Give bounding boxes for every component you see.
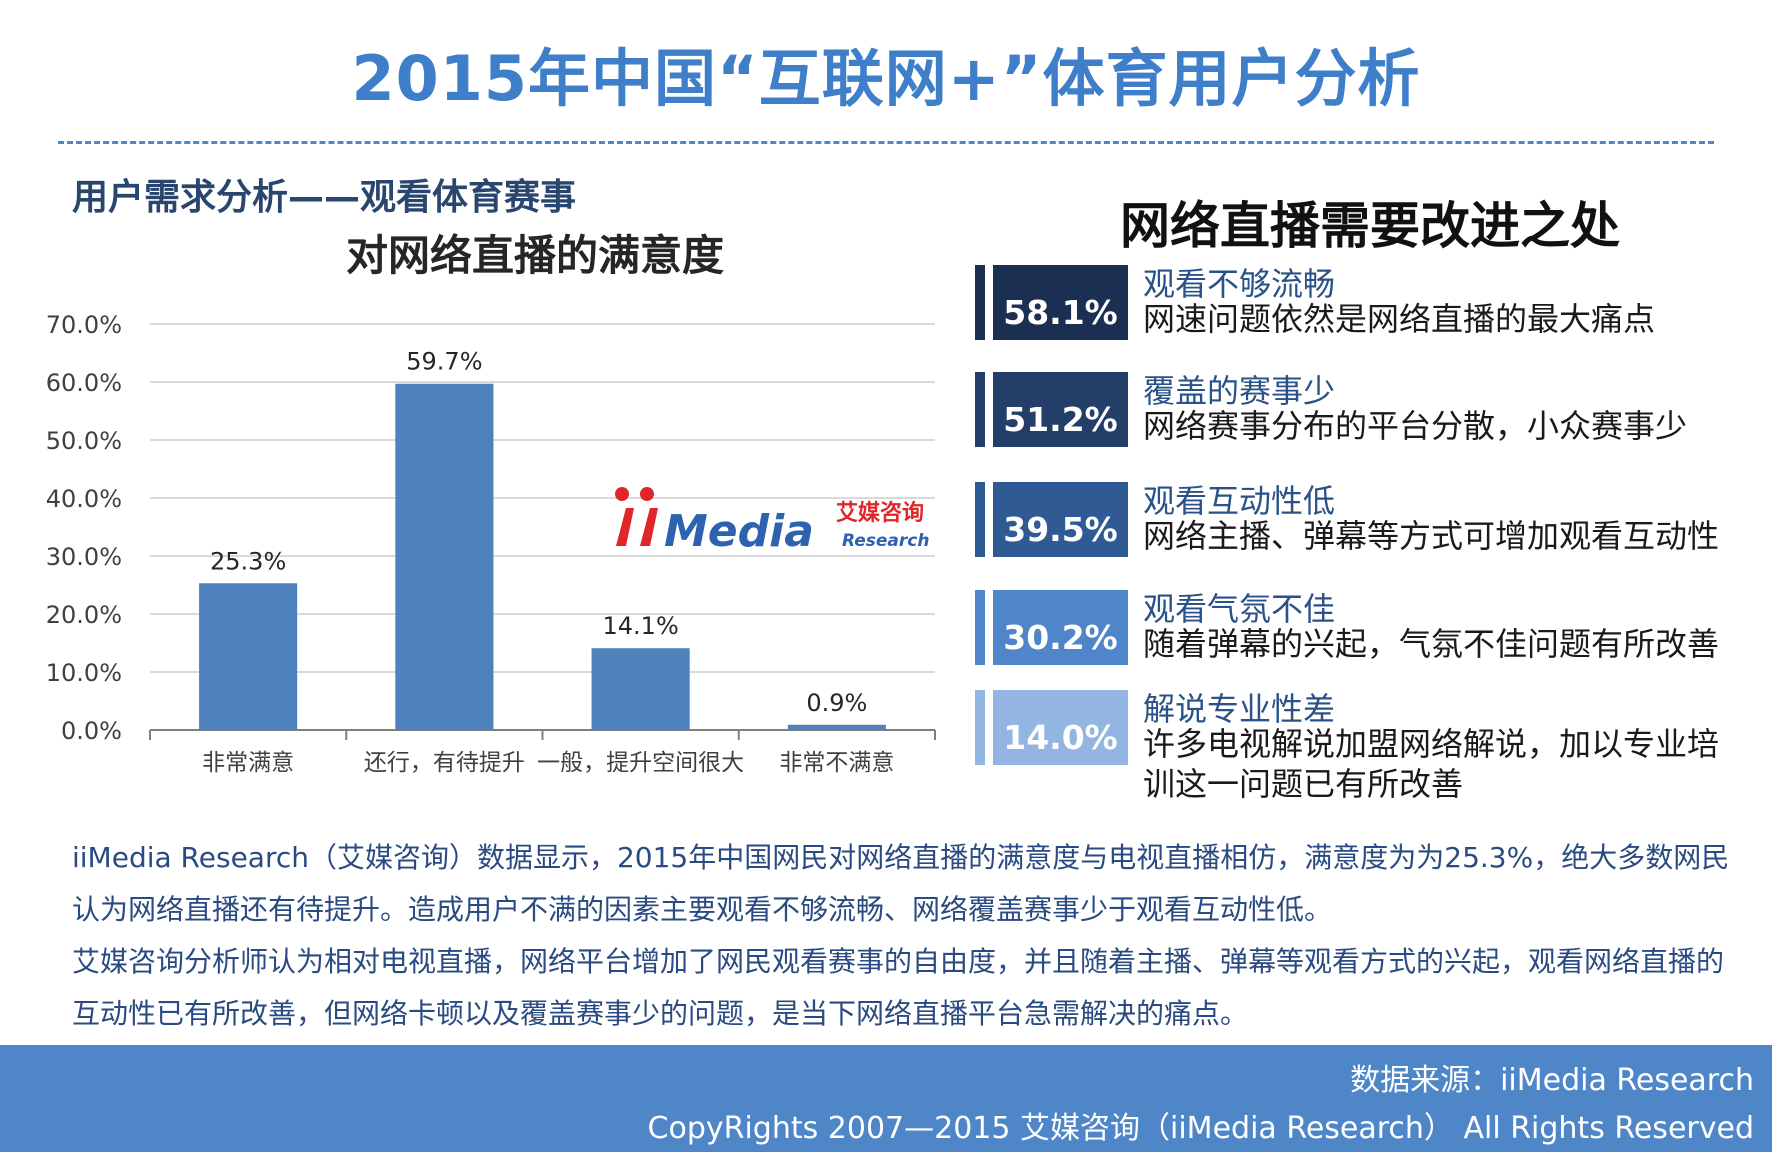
- logo-stroke-1: [616, 508, 634, 546]
- logo-en: Research: [842, 531, 929, 551]
- improvement-accent-bar: [975, 265, 985, 340]
- y-tick-label: 30.0%: [46, 543, 122, 571]
- improvement-accent-bar: [975, 372, 985, 447]
- y-tick-label: 10.0%: [46, 659, 122, 687]
- improvement-description: 随着弹幕的兴起，气氛不佳问题有所改善: [1143, 625, 1720, 663]
- improvement-heading: 观看互动性低: [1143, 482, 1336, 520]
- y-tick-label: 50.0%: [46, 427, 122, 455]
- improvement-accent-bar: [975, 690, 985, 765]
- improvement-accent-bar: [975, 482, 985, 557]
- improvement-percent: 39.5%: [993, 482, 1128, 557]
- improvement-description: 许多电视解说加盟网络解说，加以专业培训这一问题已有所改善: [1143, 725, 1720, 803]
- bar: [591, 648, 690, 730]
- improvement-description: 网速问题依然是网络直播的最大痛点: [1143, 300, 1656, 338]
- chart-title: 对网络直播的满意度: [345, 231, 724, 280]
- improvement-item: 30.2% 观看气氛不佳 随着弹幕的兴起，气氛不佳问题有所改善: [975, 590, 1765, 690]
- y-tick-label: 20.0%: [46, 601, 122, 629]
- category-label: 还行，有待提升: [364, 750, 525, 776]
- logo-stroke-2: [640, 508, 658, 546]
- iimedia-logo: Media 艾媒咨询 Research: [615, 487, 929, 556]
- y-tick-label: 0.0%: [61, 717, 122, 745]
- data-label: 59.7%: [406, 348, 482, 376]
- improvement-description: 网络主播、弹幕等方式可增加观看互动性: [1143, 517, 1720, 555]
- improvement-percent: 51.2%: [993, 372, 1128, 447]
- y-tick-label: 60.0%: [46, 369, 122, 397]
- bar-chart: 0.0% 10.0% 20.0% 30.0% 40.0% 50.0% 60.0% 70.0% 2…: [46, 311, 936, 776]
- logo-wordmark: Media: [664, 506, 814, 556]
- category-label: 非常满意: [202, 750, 294, 776]
- footer-copyright: CopyRights 2007—2015 艾媒咨询（iiMedia Resear…: [647, 1111, 1754, 1146]
- logo-cn: 艾媒咨询: [836, 500, 924, 526]
- footer-source: 数据来源：iiMedia Research: [1350, 1063, 1754, 1098]
- bar: [787, 724, 886, 730]
- improvement-heading: 解说专业性差: [1143, 690, 1336, 728]
- data-label: 0.9%: [806, 689, 867, 717]
- improvement-accent-bar: [975, 590, 985, 665]
- improvement-item: 14.0% 解说专业性差 许多电视解说加盟网络解说，加以专业培训这一问题已有所改善: [975, 690, 1765, 803]
- improvement-heading: 观看不够流畅: [1143, 265, 1336, 303]
- page-title: 2015年中国“互联网+”体育用户分析: [351, 42, 1421, 115]
- improvement-item: 39.5% 观看互动性低 网络主播、弹幕等方式可增加观看互动性: [975, 482, 1765, 582]
- logo-dot-2: [640, 487, 654, 501]
- summary-paragraph-2: 艾媒咨询分析师认为相对电视直播，网络平台增加了网民观看赛事的自由度，并且随着主播…: [72, 945, 1725, 1030]
- improvement-percent: 14.0%: [993, 690, 1128, 765]
- improvement-percent: 30.2%: [993, 590, 1128, 665]
- y-tick-label: 40.0%: [46, 485, 122, 513]
- bar: [199, 583, 298, 730]
- improvement-heading: 观看气氛不佳: [1143, 590, 1336, 628]
- summary-paragraph-1: iiMedia Research（艾媒咨询）数据显示，2015年中国网民对网络直…: [72, 841, 1730, 926]
- improvement-percent: 58.1%: [993, 265, 1128, 340]
- title-divider: [58, 141, 1714, 144]
- y-tick-label: 70.0%: [46, 311, 122, 339]
- data-label: 14.1%: [603, 612, 679, 640]
- improvements-title: 网络直播需要改进之处: [1120, 197, 1620, 255]
- logo-dot-1: [615, 487, 629, 501]
- footer-band: [0, 1045, 1772, 1152]
- section-subtitle: 用户需求分析——观看体育赛事: [72, 177, 577, 218]
- improvement-item: 51.2% 覆盖的赛事少 网络赛事分布的平台分散，小众赛事少: [975, 372, 1765, 472]
- improvement-description: 网络赛事分布的平台分散，小众赛事少: [1143, 407, 1688, 445]
- category-label: 非常不满意: [779, 750, 894, 776]
- improvement-item: 58.1% 观看不够流畅 网速问题依然是网络直播的最大痛点: [975, 265, 1765, 365]
- summary-text: iiMedia Research（艾媒咨询）数据显示，2015年中国网民对网络直…: [72, 832, 1732, 1040]
- improvement-heading: 覆盖的赛事少: [1143, 372, 1336, 410]
- bar: [395, 383, 494, 730]
- data-label: 25.3%: [210, 547, 286, 575]
- category-label: 一般，提升空间很大: [537, 750, 744, 776]
